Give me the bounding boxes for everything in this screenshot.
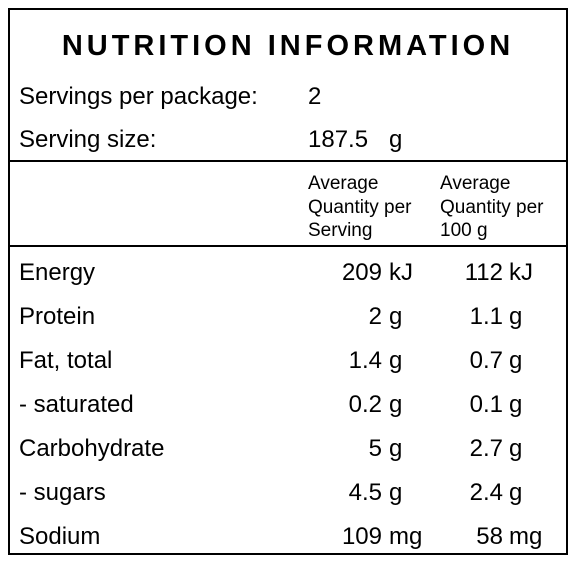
per-100g-value: 1.1 xyxy=(469,303,503,330)
per-serving-unit: mg xyxy=(389,523,423,550)
header-divider-top xyxy=(10,160,566,162)
per-serving-unit: g xyxy=(389,479,403,506)
serving-size-value: 187.5 xyxy=(308,126,369,153)
panel-title: NUTRITION INFORMATION xyxy=(61,30,515,62)
per-100g-unit: mg xyxy=(509,523,543,550)
per-100g-unit: g xyxy=(509,479,523,506)
per-serving-value: 1.4 xyxy=(348,347,382,374)
column-header-line: 100 g xyxy=(440,220,488,241)
per-100g-unit: kJ xyxy=(509,259,533,286)
nutrient-row-sodium: Sodium 109 mg 58 mg xyxy=(10,515,566,559)
per-100g-unit: g xyxy=(509,435,523,462)
per-100g-value: 2.7 xyxy=(469,435,503,462)
servings-label: Servings per package: xyxy=(19,83,258,110)
per-100g-unit: g xyxy=(509,391,523,418)
column-header-per-100g: Average Quantity per 100 g xyxy=(440,172,544,243)
per-serving-unit: g xyxy=(389,303,403,330)
nutrition-panel: NUTRITION INFORMATION Servings per packa… xyxy=(8,8,568,555)
nutrient-row-energy: Energy 209 kJ 112 kJ xyxy=(10,251,566,295)
per-serving-value: 209 xyxy=(341,259,382,286)
per-100g-value: 0.7 xyxy=(469,347,503,374)
per-100g-value: 2.4 xyxy=(469,479,503,506)
per-100g-value: 0.1 xyxy=(469,391,503,418)
nutrient-row-saturated: - saturated 0.2 g 0.1 g xyxy=(10,383,566,427)
per-serving-unit: g xyxy=(389,435,403,462)
nutrient-name: - sugars xyxy=(19,479,106,506)
column-header-line: Serving xyxy=(308,220,373,241)
per-serving-unit: kJ xyxy=(389,259,413,286)
header-divider-bottom xyxy=(10,245,566,247)
column-header-line: Quantity per xyxy=(308,196,412,218)
per-serving-value: 2 xyxy=(368,303,382,330)
per-serving-value: 5 xyxy=(368,435,382,462)
nutrient-row-carbohydrate: Carbohydrate 5 g 2.7 g xyxy=(10,427,566,471)
nutrient-name: Sodium xyxy=(19,523,101,550)
column-header-line: Average xyxy=(308,173,379,194)
servings-value: 2 xyxy=(308,83,322,110)
nutrient-name: Energy xyxy=(19,259,96,286)
per-serving-value: 4.5 xyxy=(348,479,382,506)
per-100g-value: 58 xyxy=(476,523,503,550)
per-100g-unit: g xyxy=(509,303,523,330)
nutrient-name: - saturated xyxy=(19,391,134,418)
column-header-line: Quantity per xyxy=(440,196,544,218)
per-serving-unit: g xyxy=(389,391,403,418)
nutrient-row-fat-total: Fat, total 1.4 g 0.7 g xyxy=(10,339,566,383)
per-100g-unit: g xyxy=(509,347,523,374)
per-serving-unit: g xyxy=(389,347,403,374)
per-serving-value: 0.2 xyxy=(348,391,382,418)
column-header-line: Average xyxy=(440,173,511,194)
nutrient-row-sugars: - sugars 4.5 g 2.4 g xyxy=(10,471,566,515)
per-100g-value: 112 xyxy=(464,259,503,286)
nutrient-name: Protein xyxy=(19,303,96,330)
per-serving-value: 109 xyxy=(341,523,382,550)
serving-size-unit: g xyxy=(389,126,403,153)
nutrient-name: Fat, total xyxy=(19,347,113,374)
nutrient-name: Carbohydrate xyxy=(19,435,165,462)
serving-size-label: Serving size: xyxy=(19,126,157,153)
nutrient-row-protein: Protein 2 g 1.1 g xyxy=(10,295,566,339)
column-header-per-serving: Average Quantity per Serving xyxy=(308,172,412,243)
